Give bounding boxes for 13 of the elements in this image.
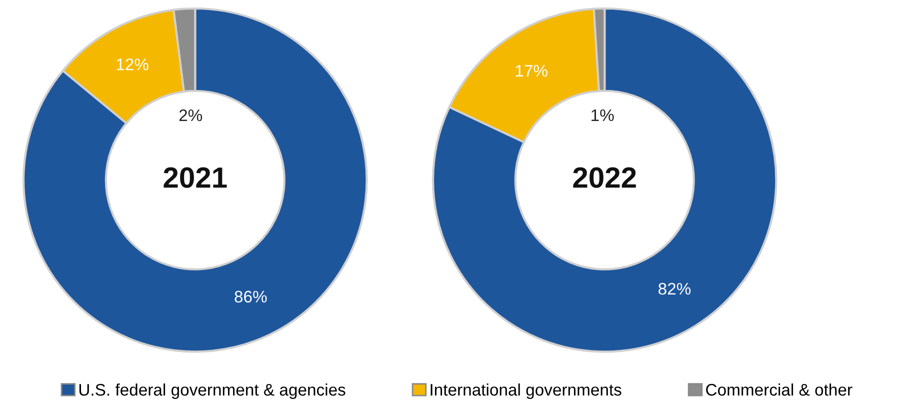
data-label: 2% <box>179 109 202 122</box>
legend-label: International governments <box>430 383 622 399</box>
data-label: 12% <box>116 58 148 70</box>
legend-label: Commercial & other <box>706 383 852 396</box>
data-label: 1% <box>592 109 614 122</box>
data-label: 17% <box>516 64 548 77</box>
text: 2021 <box>164 167 227 188</box>
legend-label: U.S. federal government & agencies <box>79 383 346 399</box>
text: 2022 <box>573 167 636 188</box>
donut-slice <box>432 7 778 353</box>
data-label: 82% <box>658 282 691 295</box>
data-label: 86% <box>234 290 267 303</box>
donut-slice <box>22 7 368 353</box>
